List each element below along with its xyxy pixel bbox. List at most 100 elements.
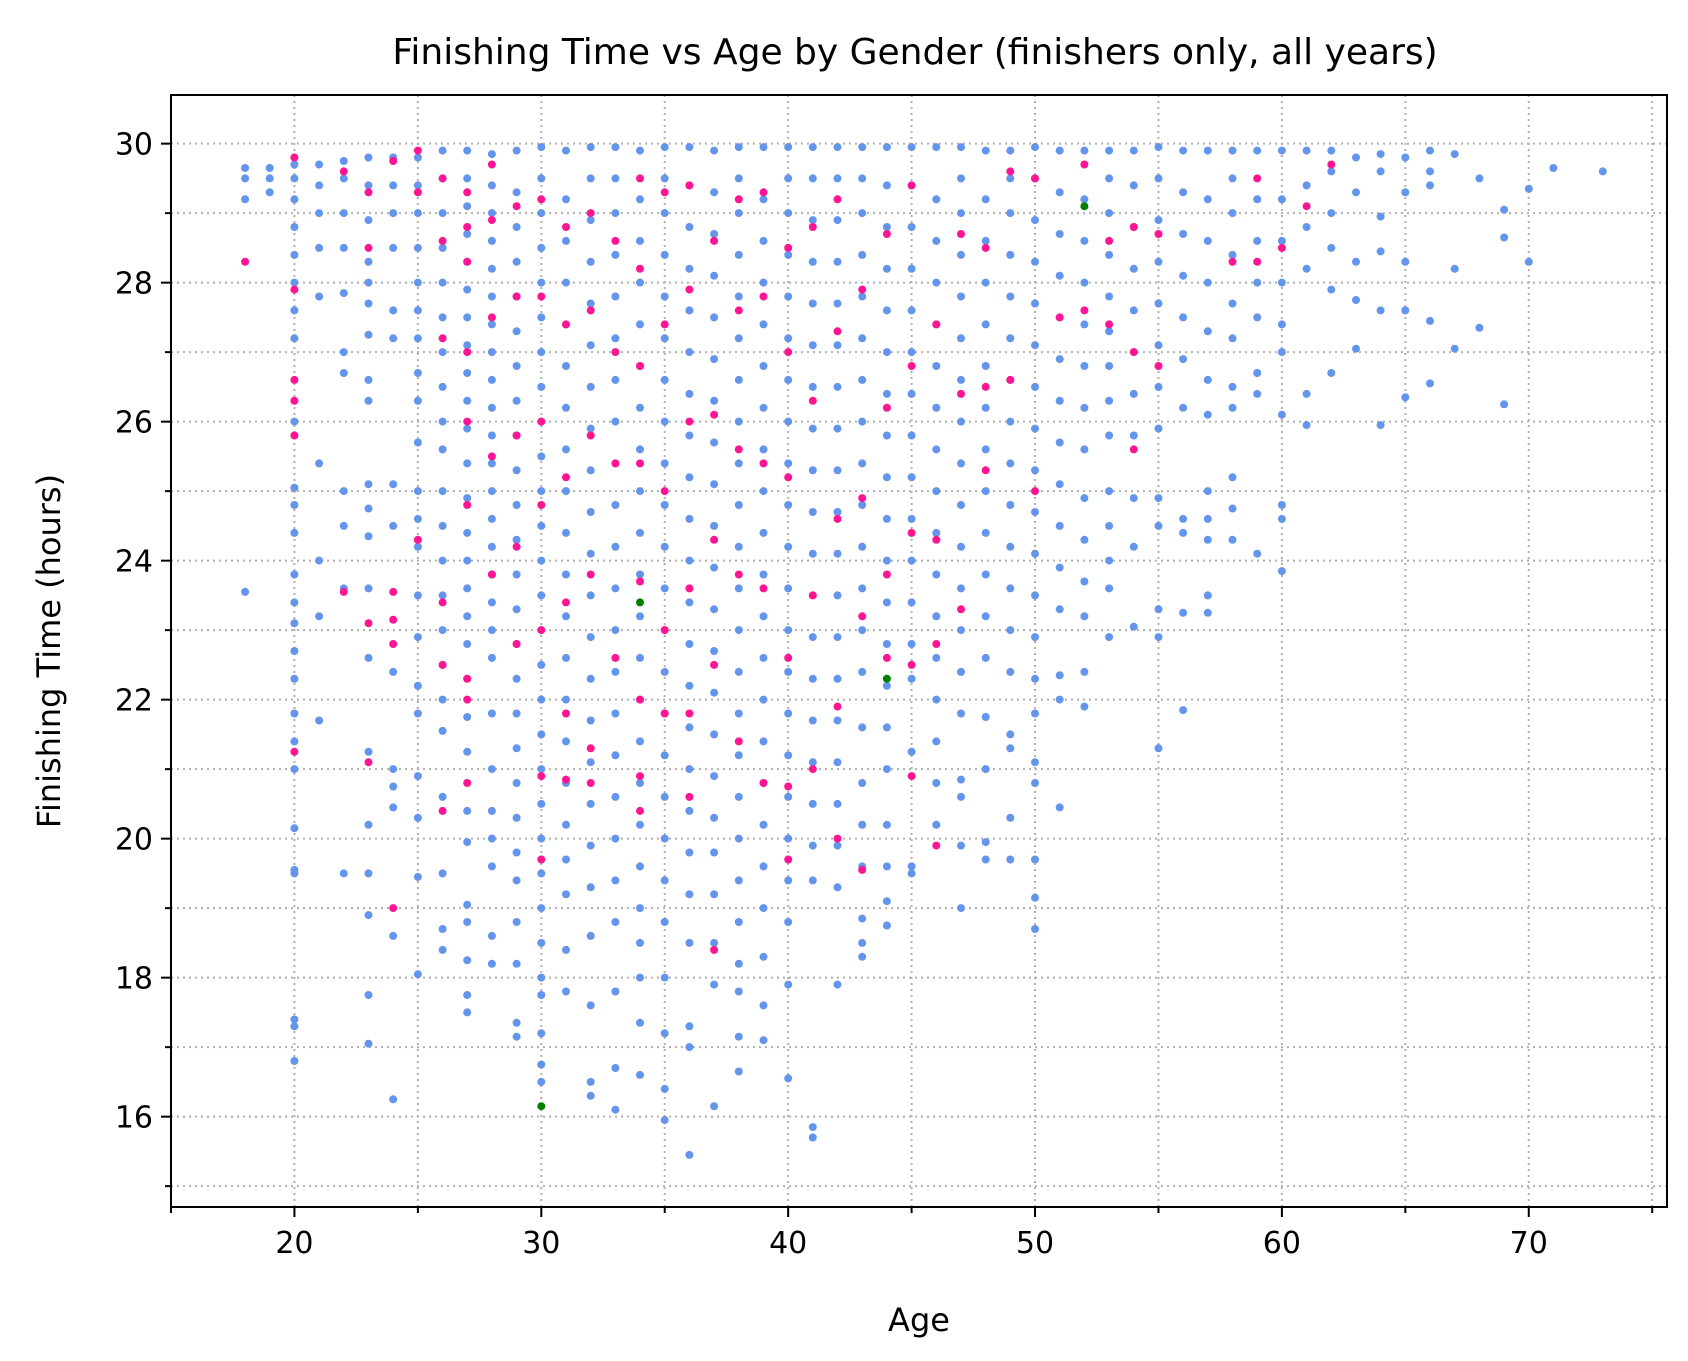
scatter-point [882,653,891,662]
scatter-point [636,403,644,412]
scatter-point [784,143,793,152]
scatter-point [438,925,447,933]
scatter-point [957,792,965,801]
scatter-point [808,633,817,642]
scatter-point [808,549,817,558]
scatter-point [685,640,694,648]
scatter-point [512,709,521,718]
scatter-point [413,813,422,822]
scatter-point [882,556,891,565]
scatter-point [1031,174,1039,183]
scatter-point [636,612,644,621]
scatter-point [759,779,768,787]
scatter-point [512,257,521,266]
scatter-point [833,174,842,183]
scatter-point [562,278,570,287]
scatter-point [463,806,472,815]
scatter-point [660,626,669,635]
scatter-point [685,181,694,190]
scatter-point [487,209,496,218]
scatter-point [290,865,299,874]
scatter-point [487,375,496,384]
scatter-point [438,334,447,343]
scatter-point [1055,188,1064,197]
scatter-point [833,702,842,711]
scatter-point [463,174,472,183]
scatter-point [241,174,250,183]
x-tick-label: 50 [1016,1226,1054,1261]
scatter-point [562,146,570,155]
scatter-point [463,494,472,503]
scatter-point [512,396,521,405]
scatter-point [512,535,521,544]
scatter-point [1031,893,1039,902]
scatter-point [389,803,398,812]
scatter-point [636,264,644,273]
scatter-point [833,549,842,558]
scatter-point [932,143,941,152]
scatter-point [685,514,694,523]
scatter-point [611,987,620,996]
y-tick-label: 24 [115,545,153,580]
scatter-point [660,209,669,218]
scatter-point [685,709,694,718]
scatter-point [636,278,644,287]
scatter-point [1524,257,1533,266]
scatter-point [1006,417,1015,426]
scatter-point [1031,257,1039,266]
scatter-point [537,292,546,301]
scatter-point [562,653,570,662]
scatter-point [907,640,916,648]
scatter-point [636,174,644,183]
scatter-point [339,348,348,357]
scatter-point [512,466,521,475]
scatter-point [1450,264,1459,273]
scatter-point [784,653,793,662]
scatter-point [1376,167,1385,176]
scatter-point [882,765,891,774]
scatter-point [611,542,620,551]
scatter-point [487,709,496,718]
scatter-point [1228,257,1237,266]
scatter-point [438,591,447,600]
scatter-point [463,230,472,238]
scatter-point [784,751,793,760]
scatter-point [957,292,965,301]
scatter-point [1055,803,1064,812]
scatter-point [882,348,891,357]
scatter-point [463,528,472,537]
scatter-point [611,334,620,343]
scatter-point [685,389,694,398]
scatter-point [784,782,793,791]
scatter-point [389,209,398,218]
scatter-point [1524,184,1533,193]
scatter-point [1327,209,1336,218]
scatter-point [808,174,817,183]
scatter-point [463,640,472,648]
scatter-point [611,209,620,218]
scatter-point [1302,264,1311,273]
scatter-point [636,653,644,662]
scatter-point [907,528,916,537]
scatter-point [784,584,793,593]
scatter-point [364,243,373,252]
scatter-point [1253,313,1262,322]
scatter-point [1154,424,1163,433]
scatter-point [808,396,817,405]
scatter-point [463,188,472,197]
x-tick-label: 70 [1510,1226,1548,1261]
scatter-point [413,487,422,496]
scatter-point [759,320,768,329]
scatter-point [1105,209,1114,218]
scatter-points [241,143,1607,1159]
scatter-point [882,820,891,829]
scatter-point [512,542,521,551]
scatter-point [1327,243,1336,252]
scatter-point [734,501,743,509]
scatter-point [463,612,472,621]
scatter-point [537,991,546,999]
scatter-point [907,306,916,315]
scatter-point [759,278,768,287]
scatter-point [438,174,447,183]
scatter-point [808,799,817,808]
